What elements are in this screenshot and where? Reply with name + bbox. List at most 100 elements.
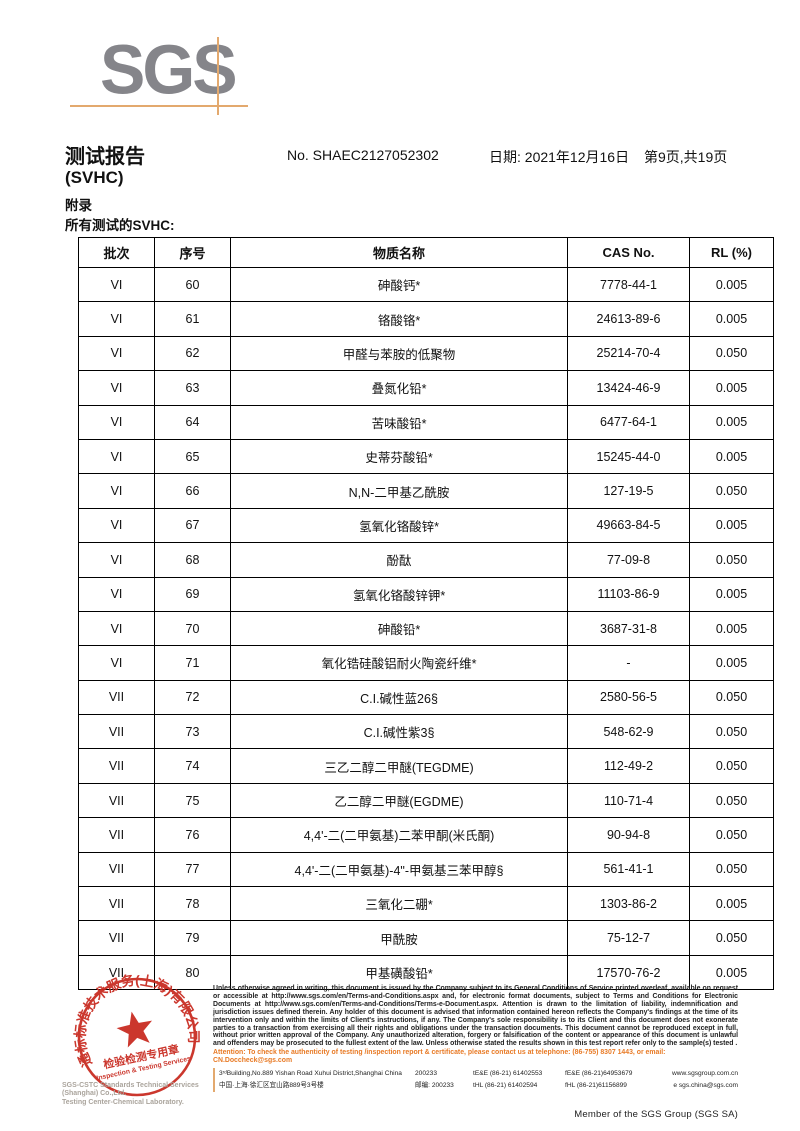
cell-rl: 0.005 (689, 404, 774, 440)
cell-rl: 0.005 (689, 438, 774, 475)
cell-no: 61 (154, 301, 231, 337)
table-header-row: 批次 序号 物质名称 CAS No. RL (%) (78, 237, 774, 268)
cell-batch: VI (78, 438, 155, 475)
cell-batch: VII (78, 748, 155, 784)
sgs-group-member-line: Member of the SGS Group (SGS SA) (574, 1109, 738, 1120)
cell-rl: 0.005 (689, 954, 774, 991)
cell-cas: 15245-44-0 (567, 438, 690, 475)
logo-vertical-line (217, 37, 219, 115)
phone-cn-t: tHL (86-21) 61402594 (473, 1082, 538, 1090)
lab-company-name: SGS-CSTC Standards Technical Services (S… (62, 1082, 220, 1107)
report-date: 日期: 2021年12月16日 (489, 149, 630, 165)
appendix-label: 附录 (65, 198, 92, 213)
cell-batch: VI (78, 645, 155, 681)
cell-batch: VII (78, 679, 155, 716)
phone-cn-f: fHL (86-21)61156899 (565, 1082, 627, 1090)
legal-disclaimer: Unless otherwise agreed in writing, this… (213, 985, 738, 1048)
cell-rl: 0.050 (689, 920, 774, 956)
cell-batch: VI (78, 335, 155, 372)
cell-name: 三乙二醇二甲醚(TEGDME) (230, 748, 568, 784)
report-title: 测试报告 (65, 146, 145, 168)
stamp-ring (77, 977, 197, 1097)
cell-cas: 127-19-5 (567, 473, 690, 509)
cell-rl: 0.005 (689, 301, 774, 337)
cell-no: 67 (154, 507, 231, 544)
cell-rl: 0.005 (689, 576, 774, 612)
table-row: VII 78 三氧化二硼* 1303-86-2 0.005 (78, 886, 774, 922)
cell-name: 砷酸钙* (230, 266, 568, 303)
col-header-rl: RL (%) (689, 237, 774, 268)
table-row: VI 68 酚酞 77-09-8 0.050 (78, 542, 774, 578)
cell-no: 79 (154, 920, 231, 956)
cell-cas: 77-09-8 (567, 542, 690, 578)
lab-company-name-en: SGS-CSTC Standards Technical Services (S… (62, 1082, 199, 1098)
cell-rl: 0.005 (689, 370, 774, 406)
cell-batch: VI (78, 301, 155, 337)
cell-cas: 561-41-1 (567, 851, 690, 888)
cell-cas: 548-62-9 (567, 714, 690, 750)
tested-svhc-label: 所有测试的SVHC: (65, 218, 175, 233)
page-indicator: 第9页,共19页 (644, 149, 728, 165)
cell-name: 甲酰胺 (230, 920, 568, 956)
lab-company-name-en2: Testing Center-Chemical Laboratory. (62, 1098, 184, 1106)
cell-no: 70 (154, 610, 231, 647)
logo-horizontal-line (70, 105, 248, 107)
cell-no: 75 (154, 782, 231, 819)
cell-no: 77 (154, 851, 231, 888)
table-row: VI 69 氢氧化铬酸锌钾* 11103-86-9 0.005 (78, 576, 774, 612)
cell-batch: VII (78, 920, 155, 956)
table-row: VI 70 砷酸铅* 3687-31-8 0.005 (78, 610, 774, 647)
email: e sgs.china@sgs.com (673, 1082, 738, 1090)
cell-cas: 2580-56-5 (567, 679, 690, 716)
phone-en-f: fE&E (86-21)64953679 (565, 1070, 633, 1078)
address-block: 3ʳᵈBuilding,No.889 Yishan Road Xuhui Dis… (213, 1068, 738, 1093)
sgs-logo: SGS (68, 28, 268, 128)
cell-cas: 3687-31-8 (567, 610, 690, 647)
cell-batch: VII (78, 851, 155, 888)
col-header-cas: CAS No. (567, 237, 690, 268)
cell-name: 三氧化二硼* (230, 886, 568, 922)
cell-cas: 1303-86-2 (567, 886, 690, 922)
table-row: VII 73 C.I.碱性紫3§ 548-62-9 0.050 (78, 714, 774, 750)
table-row: VII 72 C.I.碱性蓝26§ 2580-56-5 0.050 (78, 679, 774, 716)
cell-rl: 0.050 (689, 817, 774, 853)
address-row-cn: 中国·上海·徐汇区宜山路889号3号楼 邮编: 200233 tHL (86-2… (219, 1080, 738, 1092)
cell-rl: 0.050 (689, 782, 774, 819)
cell-no: 71 (154, 645, 231, 681)
cell-batch: VI (78, 370, 155, 406)
address-row-en: 3ʳᵈBuilding,No.889 Yishan Road Xuhui Dis… (219, 1068, 738, 1080)
cell-no: 73 (154, 714, 231, 750)
cell-no: 60 (154, 266, 231, 303)
cell-batch: VI (78, 266, 155, 303)
cell-name: C.I.碱性蓝26§ (230, 679, 568, 716)
table-row: VI 63 叠氮化铅* 13424-46-9 0.005 (78, 370, 774, 406)
cell-name: N,N-二甲基乙酰胺 (230, 473, 568, 509)
cell-batch: VI (78, 576, 155, 612)
cell-no: 63 (154, 370, 231, 406)
col-header-no: 序号 (154, 237, 231, 268)
cell-name: 氧化锆硅酸铝耐火陶瓷纤维* (230, 645, 568, 681)
cell-rl: 0.050 (689, 542, 774, 578)
table-row: VI 61 铬酸铬* 24613-89-6 0.005 (78, 301, 774, 337)
inspection-stamp: 通标标准技术服务(上海)有限公司 检验检测专用章 Inspection & Te… (67, 967, 204, 1097)
footer: Unless otherwise agreed in writing, this… (213, 985, 738, 1093)
cell-rl: 0.050 (689, 714, 774, 750)
cell-name: 甲醛与苯胺的低聚物 (230, 335, 568, 372)
table-row: VII 80 甲基磺酸铅* 17570-76-2 0.005 (78, 954, 774, 991)
cell-name: 砷酸铅* (230, 610, 568, 647)
table-row: VI 64 苦味酸铅* 6477-64-1 0.005 (78, 404, 774, 440)
table-row: VI 67 氢氧化铬酸锌* 49663-84-5 0.005 (78, 507, 774, 544)
cell-rl: 0.050 (689, 473, 774, 509)
report-number: No. SHAEC2127052302 (287, 147, 439, 163)
cell-no: 65 (154, 438, 231, 475)
table-row: VII 77 4,4'-二(二甲氨基)-4"-甲氨基三苯甲醇§ 561-41-1 0.0… (78, 851, 774, 888)
cell-no: 69 (154, 576, 231, 612)
cell-no: 62 (154, 335, 231, 372)
table-row: VII 75 乙二醇二甲醚(EGDME) 110-71-4 0.050 (78, 782, 774, 819)
cell-cas: 90-94-8 (567, 817, 690, 853)
cell-no: 76 (154, 817, 231, 853)
zip-cn: 邮编: 200233 (415, 1082, 454, 1090)
cell-cas: 49663-84-5 (567, 507, 690, 544)
cell-name: 乙二醇二甲醚(EGDME) (230, 782, 568, 819)
cell-rl: 0.005 (689, 886, 774, 922)
